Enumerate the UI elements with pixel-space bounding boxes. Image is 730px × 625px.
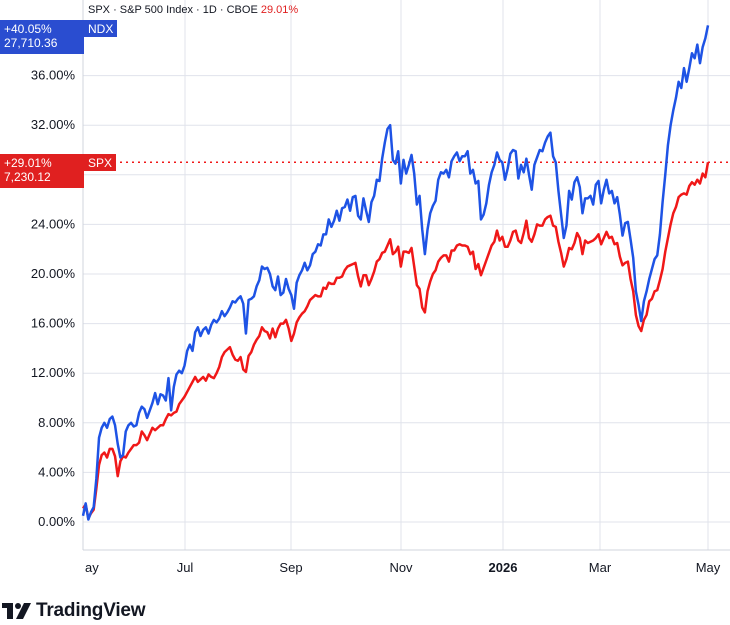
ndx-series-line[interactable] [81, 25, 710, 521]
y-axis-labels: 0.00%4.00%8.00%12.00%16.00%20.00%24.00%2… [31, 68, 76, 529]
x-tick-label: ay [85, 560, 99, 575]
plot-background [83, 0, 730, 550]
x-tick-label: May [696, 560, 721, 575]
header-symbol[interactable]: SPX [88, 4, 111, 16]
x-axis-labels: ay Jul Sep Nov 2026 Mar May [85, 560, 721, 575]
y-tick-label: 24.00% [31, 216, 76, 231]
chart-header: SPX · S&P 500 Index · 1D · CBOE 29.01% [88, 4, 299, 16]
y-tick-label: 4.00% [38, 464, 75, 479]
y-tick-label: 36.00% [31, 68, 76, 83]
ndx-price-badge[interactable]: +40.05% 27,710.36 NDX [0, 20, 118, 54]
y-tick-label: 12.00% [31, 365, 76, 380]
y-gridlines [83, 75, 730, 523]
spx-badge-symbol: SPX [84, 154, 117, 172]
brand-name: TradingView [36, 600, 146, 621]
x-tick-label: Sep [279, 560, 302, 575]
spx-badge-price: 7,230.12 [4, 170, 51, 185]
header-change: 29.01% [260, 4, 299, 16]
spx-series-line[interactable] [81, 162, 710, 520]
y-tick-label: 20.00% [31, 266, 76, 281]
ndx-badge-symbol: NDX [84, 20, 118, 37]
x-tick-label: Mar [589, 560, 612, 575]
spx-badge-pct: +29.01% [4, 156, 52, 171]
spx-price-badge[interactable]: +29.01% 7,230.12 SPX [0, 154, 117, 189]
chart-canvas[interactable]: 0.00% 4.00% 8.00% 12.00% 16.00% 20.00% 24.00% 2… [0, 0, 730, 595]
x-tick-label: 2026 [489, 560, 518, 575]
y-tick-label: 32.00% [31, 117, 76, 132]
header-interval[interactable]: 1D [202, 4, 217, 16]
tradingview-icon [2, 603, 31, 619]
x-tick-label: Jul [177, 560, 194, 575]
series-lines [81, 25, 710, 521]
y-tick-label: 8.00% [38, 415, 75, 430]
header-name: S&P 500 Index [119, 4, 193, 16]
header-exchange: CBOE [226, 4, 258, 16]
x-tick-label: Nov [389, 560, 413, 575]
ndx-badge-pct: +40.05% [4, 22, 52, 36]
ndx-badge-price: 27,710.36 [4, 36, 58, 50]
tradingview-logo[interactable]: TradingView [2, 600, 146, 622]
y-tick-label: 16.00% [31, 316, 76, 331]
y-tick-label: 0.00% [38, 514, 75, 529]
